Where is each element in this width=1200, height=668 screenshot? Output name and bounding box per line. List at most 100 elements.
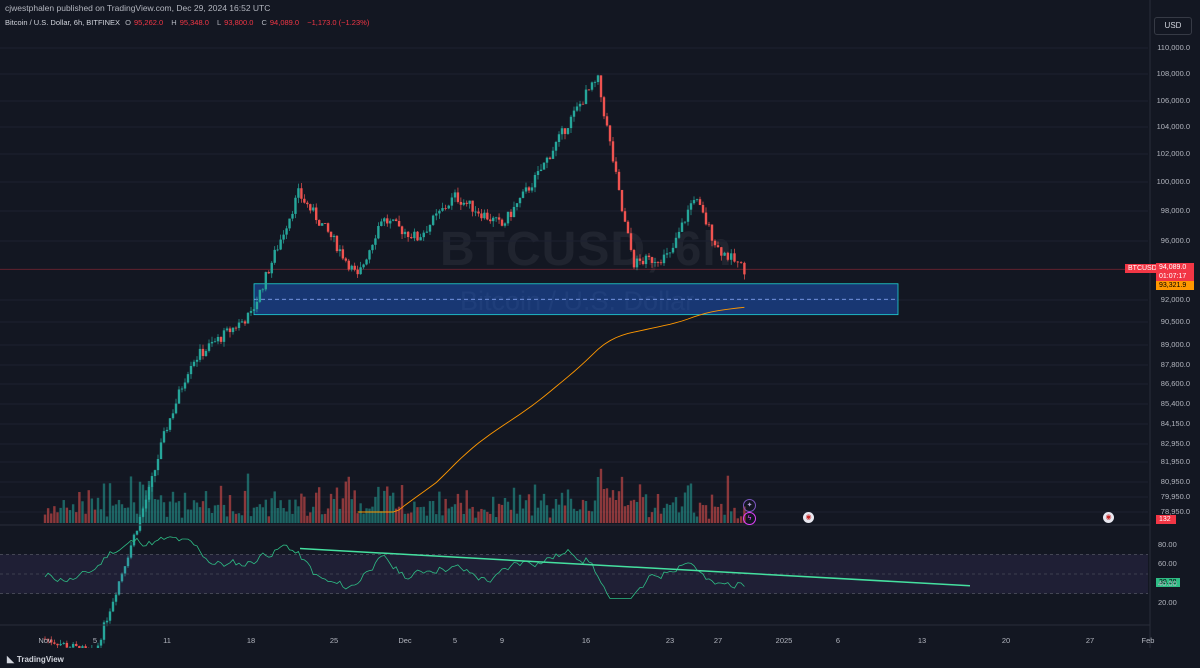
volume-bar bbox=[428, 501, 432, 523]
volume-bar bbox=[659, 513, 663, 523]
price-tick-label: 104,000.0 bbox=[1156, 122, 1190, 131]
candle-body bbox=[620, 189, 624, 212]
volume-bar bbox=[150, 486, 154, 523]
volume-bar bbox=[438, 491, 441, 523]
candle-body bbox=[258, 289, 262, 302]
volume-bar bbox=[359, 503, 362, 523]
candle-body bbox=[441, 208, 444, 211]
tradingview-logo[interactable]: ◣ TradingView bbox=[7, 654, 64, 664]
last-price-tag: 94,089.0 01:07:17 bbox=[1156, 263, 1194, 281]
volume-bar bbox=[323, 513, 327, 523]
rsi-tag: 39.38 bbox=[1156, 578, 1180, 587]
candle-body bbox=[204, 350, 208, 356]
candle-body bbox=[569, 116, 573, 129]
symbol-name[interactable]: Bitcoin / U.S. Dollar, 6h, BITFINEX bbox=[5, 18, 121, 27]
candle-body bbox=[506, 211, 510, 224]
us-flag-icon[interactable]: ◉ bbox=[803, 512, 814, 523]
candle-body bbox=[710, 224, 714, 241]
currency-button[interactable]: USD bbox=[1154, 17, 1192, 35]
candle-body bbox=[329, 231, 333, 238]
candle-body bbox=[723, 252, 726, 256]
volume-bar bbox=[403, 513, 407, 523]
price-chart[interactable] bbox=[0, 0, 1200, 648]
volume-bar bbox=[186, 509, 190, 523]
price-tick-label: 86,600.0 bbox=[1160, 379, 1190, 388]
ohlc-change: −1,173.0 (−1.23%) bbox=[307, 18, 370, 27]
candle-body bbox=[335, 235, 339, 252]
volume-bar bbox=[587, 510, 591, 523]
volume-bar bbox=[189, 509, 193, 523]
candle-body bbox=[394, 219, 398, 221]
candle-body bbox=[359, 267, 362, 275]
volume-bar bbox=[459, 502, 463, 523]
volume-bar bbox=[578, 509, 582, 523]
volume-bar bbox=[93, 509, 97, 523]
volume-bar bbox=[653, 507, 657, 523]
candle-body bbox=[686, 209, 690, 222]
candle-body bbox=[489, 219, 492, 222]
us-flag-icon[interactable]: ◉ bbox=[1103, 512, 1114, 523]
volume-bar bbox=[683, 492, 687, 523]
volume-bar bbox=[509, 509, 513, 523]
candle-body bbox=[59, 643, 62, 646]
event-icon-news[interactable]: ✦ bbox=[743, 499, 756, 512]
candle-body bbox=[456, 192, 460, 202]
candle-body bbox=[438, 210, 441, 214]
volume-bar bbox=[593, 500, 597, 523]
volume-bar bbox=[581, 499, 585, 523]
volume-bar bbox=[596, 476, 600, 523]
volume-bar bbox=[225, 516, 229, 523]
volume-bar bbox=[53, 506, 56, 523]
price-tick-label: 89,000.0 bbox=[1160, 340, 1190, 349]
candle-body bbox=[471, 200, 474, 212]
volume-bar bbox=[68, 510, 72, 523]
volume-bar bbox=[471, 506, 474, 523]
candle-body bbox=[377, 225, 380, 239]
volume-bar bbox=[710, 494, 714, 523]
price-tick-label: 92,000.0 bbox=[1160, 295, 1190, 304]
volume-bar bbox=[56, 512, 59, 523]
volume-bar bbox=[300, 493, 303, 523]
volume-bar bbox=[315, 492, 318, 523]
volume-bar bbox=[456, 493, 460, 523]
candle-body bbox=[156, 459, 160, 471]
volume-bar bbox=[147, 480, 151, 523]
candle-body bbox=[65, 642, 69, 648]
candle-body bbox=[380, 221, 383, 226]
volume-bar bbox=[647, 517, 651, 523]
candle-body bbox=[530, 187, 534, 191]
candle-body bbox=[524, 187, 528, 192]
volume-bar bbox=[294, 499, 297, 523]
volume-bar bbox=[650, 512, 654, 523]
candle-body bbox=[338, 249, 342, 252]
volume-bar bbox=[258, 504, 262, 523]
candle-body bbox=[572, 110, 576, 117]
candle-body bbox=[617, 171, 621, 190]
candle-body bbox=[560, 128, 564, 135]
candle-body bbox=[135, 530, 139, 535]
candle-body bbox=[599, 75, 603, 98]
candle-body bbox=[162, 431, 166, 443]
volume-bar bbox=[234, 513, 238, 523]
volume-bar bbox=[153, 499, 157, 523]
tv-logo-icon: ◣ bbox=[7, 654, 14, 664]
volume-bar bbox=[444, 498, 447, 523]
candle-body bbox=[62, 642, 65, 644]
volume-bar bbox=[65, 507, 69, 523]
volume-bar bbox=[413, 501, 416, 523]
candle-body bbox=[288, 218, 291, 229]
candle-body bbox=[317, 220, 321, 226]
candle-body bbox=[590, 82, 594, 90]
volume-bar bbox=[497, 503, 501, 523]
candle-body bbox=[46, 638, 50, 640]
candle-body bbox=[105, 620, 109, 623]
candle-body bbox=[563, 128, 567, 134]
candle-body bbox=[132, 534, 136, 546]
volume-bar bbox=[704, 505, 708, 523]
event-icon-lightning[interactable]: ϟ bbox=[743, 512, 756, 525]
volume-bar bbox=[350, 499, 353, 523]
candle-body bbox=[249, 310, 253, 313]
volume-bar bbox=[397, 506, 401, 523]
volume-bar bbox=[386, 486, 389, 523]
candle-body bbox=[99, 639, 103, 646]
